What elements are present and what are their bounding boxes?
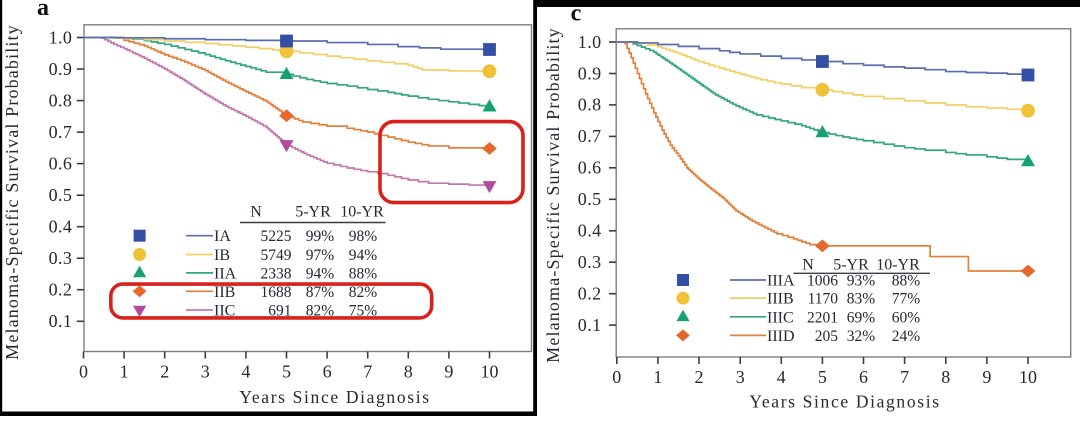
svg-text:3: 3: [201, 362, 210, 382]
svg-text:0.1: 0.1: [578, 315, 602, 335]
svg-text:0.5: 0.5: [578, 189, 602, 209]
svg-text:Years Since Diagnosis: Years Since Diagnosis: [749, 392, 940, 412]
svg-text:60%: 60%: [892, 309, 921, 326]
svg-text:IB: IB: [214, 247, 230, 264]
svg-text:Melanoma-Specific Survival Pro: Melanoma-Specific Survival Probability: [543, 27, 563, 363]
svg-text:1: 1: [120, 362, 129, 382]
svg-text:4: 4: [777, 367, 786, 387]
svg-text:0.9: 0.9: [49, 59, 73, 79]
svg-text:1170: 1170: [808, 291, 839, 308]
svg-text:0.3: 0.3: [578, 252, 602, 272]
svg-text:10: 10: [481, 362, 499, 382]
svg-text:5-YR: 5-YR: [833, 257, 869, 274]
svg-text:0: 0: [612, 367, 621, 387]
svg-text:0: 0: [79, 362, 88, 382]
svg-text:0.4: 0.4: [578, 221, 602, 241]
svg-text:5749: 5749: [261, 247, 292, 264]
svg-text:88%: 88%: [892, 273, 921, 290]
svg-text:75%: 75%: [349, 303, 378, 320]
svg-text:83%: 83%: [847, 291, 876, 308]
svg-text:0.5: 0.5: [49, 185, 73, 205]
svg-text:N: N: [802, 257, 814, 274]
svg-text:82%: 82%: [306, 303, 335, 320]
svg-text:c: c: [571, 1, 582, 27]
svg-text:IIIC: IIIC: [767, 309, 794, 326]
svg-text:5225: 5225: [261, 228, 292, 245]
svg-text:IIC: IIC: [214, 303, 235, 320]
svg-text:Years Since Diagnosis: Years Since Diagnosis: [239, 387, 430, 407]
svg-text:2338: 2338: [261, 265, 292, 282]
svg-text:Melanoma-Specific Survival Pro: Melanoma-Specific Survival Probability: [2, 24, 22, 360]
svg-text:1.0: 1.0: [578, 32, 602, 52]
svg-text:82%: 82%: [349, 284, 378, 301]
svg-text:6: 6: [859, 367, 868, 387]
svg-text:1: 1: [653, 367, 662, 387]
svg-text:8: 8: [404, 362, 413, 382]
svg-text:98%: 98%: [349, 228, 378, 245]
svg-text:94%: 94%: [349, 247, 378, 264]
svg-text:1.0: 1.0: [49, 27, 73, 47]
svg-text:5: 5: [818, 367, 827, 387]
svg-text:IIB: IIB: [214, 284, 235, 301]
svg-text:a: a: [37, 0, 49, 21]
svg-text:10: 10: [1019, 367, 1037, 387]
svg-text:0.6: 0.6: [578, 158, 602, 178]
svg-text:0.8: 0.8: [578, 95, 602, 115]
svg-text:8: 8: [941, 367, 950, 387]
svg-text:2201: 2201: [807, 309, 838, 326]
svg-text:2: 2: [160, 362, 169, 382]
svg-text:6: 6: [323, 362, 332, 382]
svg-text:691: 691: [268, 303, 291, 320]
svg-text:87%: 87%: [306, 284, 335, 301]
svg-text:IIIA: IIIA: [767, 273, 795, 290]
svg-text:93%: 93%: [847, 273, 876, 290]
svg-text:32%: 32%: [847, 328, 876, 345]
svg-text:0.4: 0.4: [49, 217, 73, 237]
svg-text:1688: 1688: [261, 284, 292, 301]
svg-text:0.1: 0.1: [49, 311, 73, 331]
svg-text:2: 2: [695, 367, 704, 387]
svg-text:0.3: 0.3: [49, 248, 73, 268]
svg-text:0.8: 0.8: [49, 90, 73, 110]
svg-text:10-YR: 10-YR: [340, 204, 384, 221]
svg-text:5-YR: 5-YR: [295, 204, 331, 221]
svg-text:IIID: IIID: [767, 328, 795, 345]
svg-text:0.7: 0.7: [578, 126, 602, 146]
svg-text:3: 3: [736, 367, 745, 387]
svg-text:77%: 77%: [892, 291, 921, 308]
svg-text:0.2: 0.2: [578, 284, 602, 304]
svg-text:7: 7: [363, 362, 372, 382]
svg-text:0.7: 0.7: [49, 122, 73, 142]
svg-text:205: 205: [815, 328, 839, 345]
svg-text:0.9: 0.9: [578, 63, 602, 83]
svg-text:4: 4: [241, 362, 250, 382]
svg-text:1006: 1006: [807, 273, 838, 290]
svg-text:N: N: [250, 204, 262, 221]
svg-text:69%: 69%: [847, 309, 876, 326]
svg-text:IA: IA: [214, 228, 231, 245]
svg-text:IIIB: IIIB: [767, 291, 794, 308]
svg-text:0.2: 0.2: [49, 280, 73, 300]
svg-text:24%: 24%: [892, 328, 921, 345]
svg-text:97%: 97%: [306, 247, 335, 264]
svg-text:IIA: IIA: [214, 265, 237, 282]
svg-text:9: 9: [982, 367, 991, 387]
svg-text:7: 7: [900, 367, 909, 387]
svg-text:99%: 99%: [306, 228, 335, 245]
svg-text:5: 5: [282, 362, 291, 382]
svg-text:88%: 88%: [349, 265, 378, 282]
svg-text:94%: 94%: [306, 265, 335, 282]
svg-text:9: 9: [444, 362, 453, 382]
svg-text:10-YR: 10-YR: [876, 257, 920, 274]
svg-text:0.6: 0.6: [49, 153, 73, 173]
